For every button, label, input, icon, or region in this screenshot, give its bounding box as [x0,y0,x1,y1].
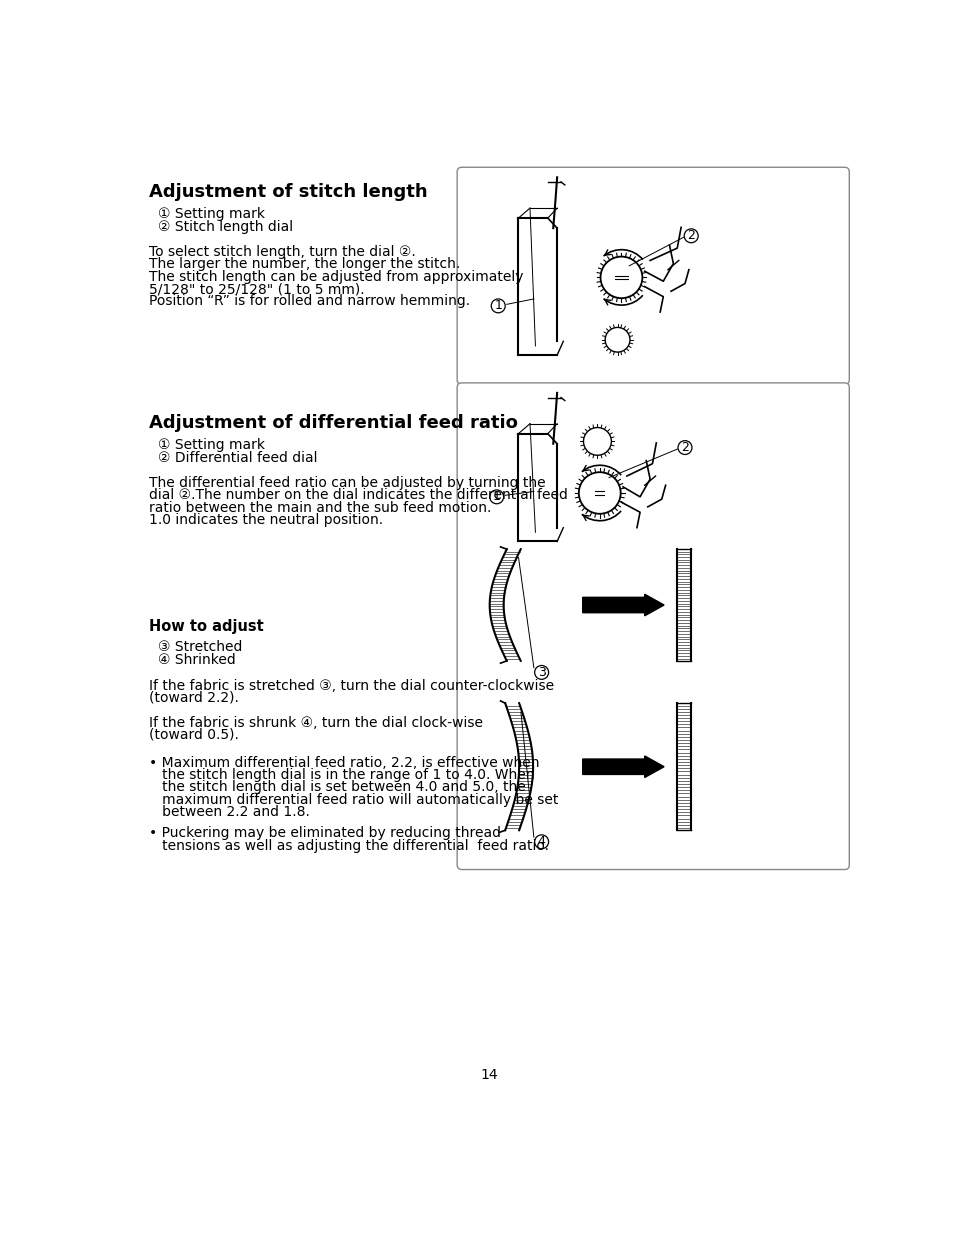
FancyBboxPatch shape [456,167,848,384]
Text: ① Setting mark: ① Setting mark [158,207,265,221]
Text: between 2.2 and 1.8.: between 2.2 and 1.8. [149,805,310,818]
Text: ④ Shrinked: ④ Shrinked [158,653,235,667]
Circle shape [583,428,611,455]
Text: the stitch length dial is in the range of 1 to 4.0. When: the stitch length dial is in the range o… [149,768,534,782]
Text: dial ②.The number on the dial indicates the differential feed: dial ②.The number on the dial indicates … [149,489,567,502]
Circle shape [578,472,620,513]
Text: Adjustment of stitch length: Adjustment of stitch length [149,184,427,201]
Text: ③ Stretched: ③ Stretched [158,640,242,653]
Text: the stitch length dial is set between 4.0 and 5.0, the: the stitch length dial is set between 4.… [149,780,525,794]
Text: 14: 14 [479,1068,497,1083]
Text: The differential feed ratio can be adjusted by turning the: The differential feed ratio can be adjus… [149,476,545,490]
FancyBboxPatch shape [456,383,848,869]
Text: 1.0 indicates the neutral position.: 1.0 indicates the neutral position. [149,513,382,527]
FancyArrow shape [582,756,663,777]
Text: 3: 3 [537,666,545,680]
Text: ① Setting mark: ① Setting mark [158,438,265,451]
Text: The stitch length can be adjusted from approximately: The stitch length can be adjusted from a… [149,269,522,284]
Text: 1: 1 [492,490,500,503]
Text: To select stitch length, turn the dial ②.: To select stitch length, turn the dial ②… [149,246,415,259]
Text: • Maximum differential feed ratio, 2.2, is effective when: • Maximum differential feed ratio, 2.2, … [149,755,538,770]
Text: 2: 2 [686,229,695,242]
Text: How to adjust: How to adjust [149,619,263,634]
Text: 4: 4 [537,836,545,848]
Text: maximum differential feed ratio will automatically be set: maximum differential feed ratio will aut… [149,792,558,806]
Text: ② Stitch length dial: ② Stitch length dial [158,219,293,233]
Text: ratio between the main and the sub feed motion.: ratio between the main and the sub feed … [149,501,491,515]
Text: ② Differential feed dial: ② Differential feed dial [158,450,317,465]
Text: tensions as well as adjusting the differential  feed ratio.: tensions as well as adjusting the differ… [149,838,548,853]
FancyArrow shape [582,594,663,616]
Text: If the fabric is stretched ③, turn the dial counter-clockwise: If the fabric is stretched ③, turn the d… [149,678,554,693]
Circle shape [604,327,629,352]
Text: The larger the number, the longer the stitch.: The larger the number, the longer the st… [149,258,459,272]
Text: 2: 2 [680,441,688,454]
Text: Position “R” is for rolled and narrow hemming.: Position “R” is for rolled and narrow he… [149,294,469,309]
Text: (toward 2.2).: (toward 2.2). [149,691,238,704]
Text: (toward 0.5).: (toward 0.5). [149,728,238,742]
Circle shape [599,257,641,298]
Text: 1: 1 [494,299,501,312]
Text: 5/128" to 25/128" (1 to 5 mm).: 5/128" to 25/128" (1 to 5 mm). [149,281,364,296]
Text: • Puckering may be eliminated by reducing thread: • Puckering may be eliminated by reducin… [149,826,500,841]
Text: Adjustment of differential feed ratio: Adjustment of differential feed ratio [149,414,517,433]
Text: If the fabric is shrunk ④, turn the dial clock-wise: If the fabric is shrunk ④, turn the dial… [149,715,482,729]
